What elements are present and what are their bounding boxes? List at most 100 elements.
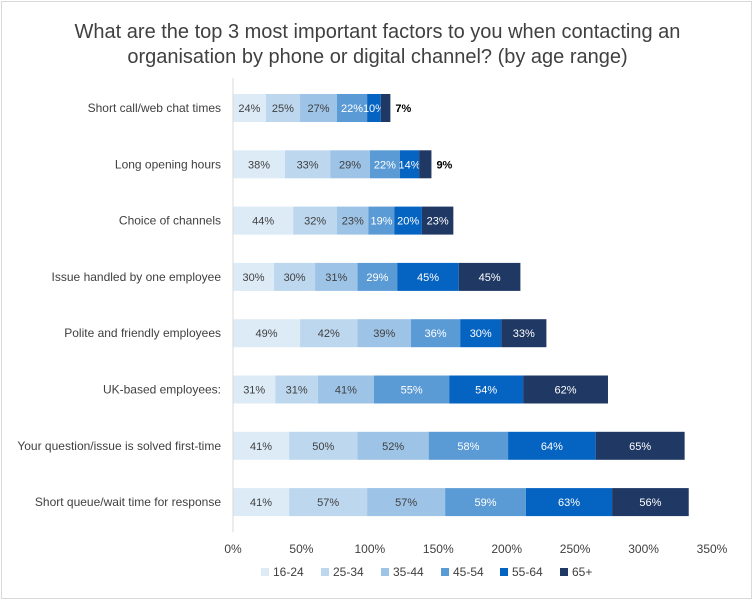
data-label: 49% — [256, 328, 278, 340]
legend-label: 35-44 — [393, 565, 424, 579]
chart-title: What are the top 3 most important factor… — [0, 20, 755, 70]
data-label: 41% — [335, 385, 357, 397]
data-label: 36% — [425, 328, 447, 340]
legend-label: 55-64 — [512, 565, 543, 579]
data-label: 31% — [325, 272, 347, 284]
data-label: 22% — [374, 159, 396, 171]
x-tick-label: 50% — [289, 542, 313, 556]
bar-segment-16-24 — [233, 431, 290, 460]
data-label: 29% — [339, 159, 361, 171]
data-label: 45% — [417, 272, 439, 284]
data-label: 10% — [363, 103, 385, 115]
bar-segment-65+ — [419, 150, 432, 179]
bar-segment-35-44 — [357, 431, 429, 460]
bar-segment-45-54 — [369, 150, 400, 179]
data-label: 52% — [382, 441, 404, 453]
data-label: 30% — [470, 328, 492, 340]
bar-segment-35-44 — [330, 150, 370, 179]
data-label: 33% — [297, 159, 319, 171]
bar-segment-45-54 — [428, 431, 509, 460]
data-label: 64% — [541, 441, 563, 453]
bar-segment-16-24 — [233, 319, 301, 348]
category-label: Polite and friendly employees — [64, 326, 221, 340]
bar-segment-65+ — [501, 319, 547, 348]
bar-segment-55-64 — [460, 319, 502, 348]
chart-title-line-2: organisation by phone or digital channel… — [127, 46, 628, 68]
x-tick-label: 250% — [560, 542, 591, 556]
category-label: Short call/web chat times — [88, 101, 221, 115]
data-label: 39% — [373, 328, 395, 340]
data-label: 59% — [474, 497, 496, 509]
bars-layer: 24% 25% 27% 22% 10% 7%38% 33% 29% 22% 14% 9%44% 32%… — [233, 94, 689, 517]
bar-segment-55-64 — [397, 262, 459, 291]
bar-segment-16-24 — [233, 150, 286, 179]
category-label: Issue handled by one employee — [52, 270, 222, 284]
bar-segment-25-34 — [274, 262, 316, 291]
bar-segment-45-54 — [368, 206, 395, 235]
bar-segment-25-34 — [300, 319, 358, 348]
legend-swatch — [441, 568, 449, 576]
data-label: 41% — [250, 441, 272, 453]
data-label: 9% — [436, 159, 452, 171]
bar-segment-16-24 — [233, 262, 275, 291]
bar-segment-16-24 — [233, 488, 290, 517]
bar-segment-65+ — [421, 206, 454, 235]
bar-segment-35-44 — [300, 94, 338, 122]
bar-segment-65+ — [380, 94, 391, 122]
bar-segment-65+ — [523, 375, 608, 404]
x-tick-label: 100% — [355, 542, 386, 556]
data-label: 30% — [243, 272, 265, 284]
x-tick-label: 300% — [628, 542, 659, 556]
bar-segment-25-34 — [265, 94, 301, 122]
data-label: 32% — [304, 216, 326, 228]
bar-segment-45-54 — [410, 319, 461, 348]
bar-segment-25-34 — [289, 431, 358, 460]
bar-segment-55-64 — [394, 206, 422, 235]
data-label: 62% — [555, 385, 577, 397]
data-label: 19% — [370, 216, 392, 228]
bar-segment-25-34 — [289, 488, 368, 517]
category-label: Short queue/wait time for response — [35, 495, 221, 509]
bar-segment-55-64 — [525, 488, 613, 517]
data-label: 27% — [308, 103, 330, 115]
bar-segment-25-34 — [275, 375, 318, 404]
data-label: 23% — [427, 216, 449, 228]
legend-label: 16-24 — [273, 565, 304, 579]
bar-segment-35-44 — [357, 319, 411, 348]
bar-segment-25-34 — [293, 206, 338, 235]
data-label: 56% — [639, 497, 661, 509]
bar-segment-35-44 — [317, 375, 374, 404]
x-tick-label: 350% — [697, 542, 728, 556]
data-label: 25% — [272, 103, 294, 115]
x-tick-label: 150% — [423, 542, 454, 556]
legend-label: 65+ — [572, 565, 592, 579]
legend-label: 25-34 — [333, 565, 364, 579]
data-label: 33% — [513, 328, 535, 340]
bar-segment-35-44 — [315, 262, 358, 291]
data-label: 24% — [238, 103, 260, 115]
data-label: 31% — [286, 385, 308, 397]
bar-segment-55-64 — [399, 150, 420, 179]
data-label: 30% — [284, 272, 306, 284]
data-label: 31% — [243, 385, 265, 397]
bar-segment-55-64 — [449, 375, 524, 404]
category-label: Choice of channels — [119, 214, 221, 228]
bar-segment-45-54 — [337, 94, 368, 122]
bar-segment-65+ — [595, 431, 685, 460]
bar-segment-35-44 — [367, 488, 446, 517]
data-label: 55% — [401, 385, 423, 397]
bar-segment-45-54 — [445, 488, 526, 517]
bar-segment-55-64 — [508, 431, 596, 460]
bar-segment-16-24 — [233, 375, 276, 404]
data-label: 58% — [457, 441, 479, 453]
legend-swatch — [261, 568, 269, 576]
legend-swatch — [560, 568, 568, 576]
bar-segment-55-64 — [367, 94, 381, 122]
bar-segment-65+ — [458, 262, 521, 291]
data-label: 42% — [318, 328, 340, 340]
category-label: UK-based employees: — [103, 383, 221, 397]
bar-segment-65+ — [612, 488, 689, 517]
data-label: 41% — [250, 497, 272, 509]
data-label: 65% — [629, 441, 651, 453]
data-label: 57% — [317, 497, 339, 509]
